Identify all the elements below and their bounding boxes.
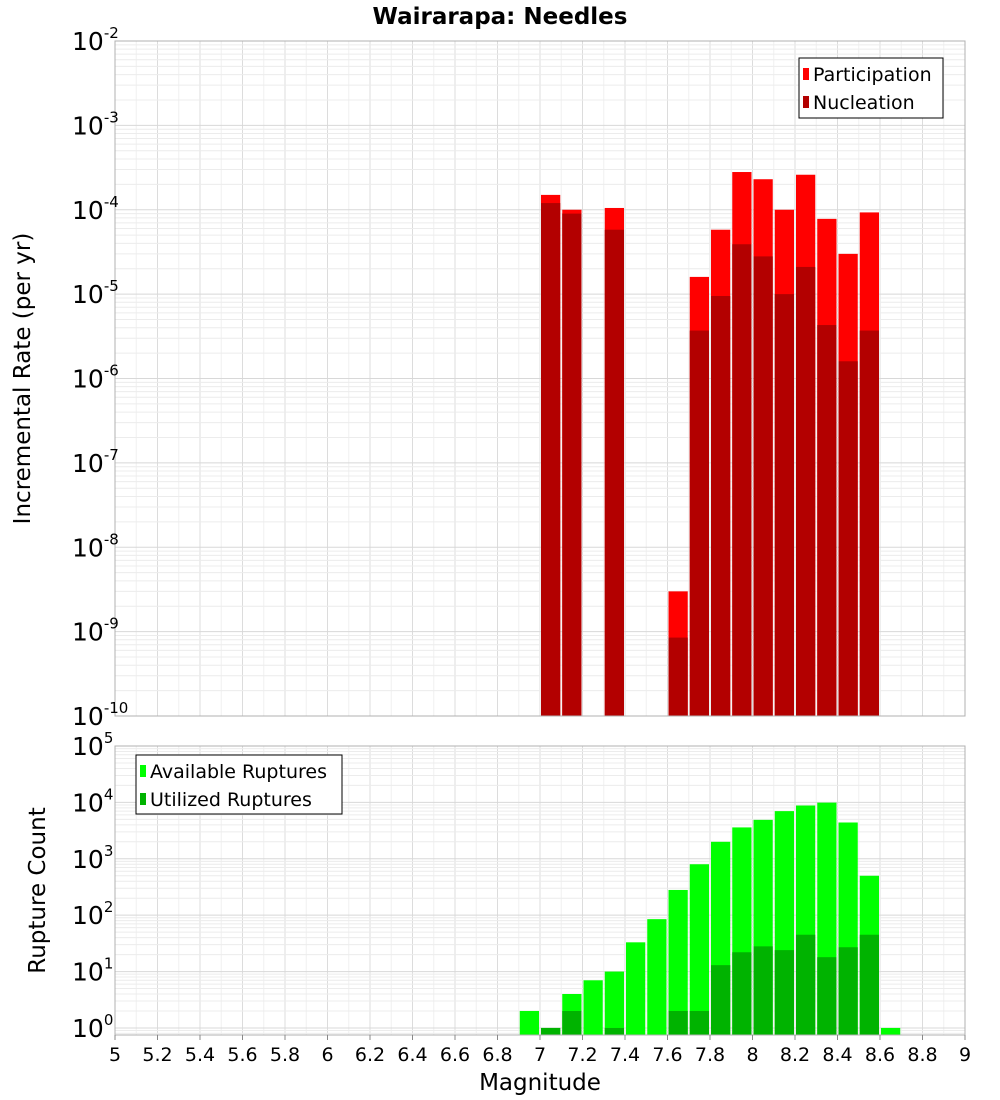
- utilized-ruptures-bar: [732, 952, 752, 1035]
- nucleation-bars: [541, 203, 879, 717]
- utilized-ruptures-bar: [562, 1010, 582, 1035]
- x-tick-label: 7.6: [652, 1044, 682, 1066]
- x-tick-label: 8.8: [907, 1044, 937, 1066]
- x-tick-label: 7.8: [695, 1044, 725, 1066]
- x-tick-label: 6.2: [355, 1044, 385, 1066]
- y-tick-label: 10-7: [72, 446, 119, 478]
- rate-plot-frame: [114, 40, 966, 717]
- rate-legend-box: [798, 57, 944, 119]
- x-tick-label: 6.6: [440, 1044, 470, 1066]
- rate-y-ticks: 10-10 10-9 10-8 10-7 10-6 10-5 10-4 10-3 10-2: [72, 24, 128, 731]
- x-axis-label: Magnitude: [479, 1070, 601, 1096]
- participation-legend-swatch: [803, 68, 809, 80]
- y-tick-label: 10-9: [72, 615, 119, 647]
- count-legend: Available Ruptures Utilized Ruptures: [135, 754, 343, 815]
- y-tick-label: 104: [72, 785, 113, 817]
- utilized-ruptures-legend-label: Utilized Ruptures: [150, 789, 312, 811]
- x-tick-label: 5.8: [270, 1044, 300, 1066]
- x-tick-label: 8.6: [865, 1044, 895, 1066]
- nucleation-bar: [711, 296, 731, 716]
- x-tick-label: 7.2: [567, 1044, 597, 1066]
- y-tick-label: 102: [72, 898, 113, 930]
- nucleation-bar: [689, 330, 709, 716]
- utilized-ruptures-bar: [859, 934, 879, 1035]
- available-ruptures-bar: [604, 971, 624, 1035]
- available-ruptures-bar: [689, 864, 709, 1035]
- available-ruptures-legend-swatch: [140, 765, 146, 777]
- count-y-ticks: 100 101 102 103 104 105: [72, 729, 113, 1043]
- y-tick-label: 10-4: [72, 193, 119, 225]
- x-tick-label: 6.8: [482, 1044, 512, 1066]
- nucleation-bar: [732, 244, 752, 717]
- nucleation-legend-label: Nucleation: [813, 92, 915, 114]
- utilized-ruptures-bar: [817, 957, 837, 1035]
- available-ruptures-bar: [626, 942, 646, 1035]
- nucleation-bar: [541, 203, 561, 716]
- y-tick-label: 100: [72, 1011, 113, 1043]
- y-tick-label: 10-2: [72, 24, 119, 56]
- y-tick-label: 10-8: [72, 530, 119, 562]
- x-tick-label: 5.6: [227, 1044, 257, 1066]
- y-tick-label: 10-3: [72, 108, 119, 140]
- utilized-ruptures-bar: [796, 934, 816, 1035]
- y-tick-label: 10-5: [72, 277, 119, 309]
- nucleation-legend-swatch: [803, 96, 809, 108]
- available-ruptures-bar: [647, 919, 667, 1035]
- rate-y-axis-label: Incremental Rate (per yr): [10, 233, 36, 525]
- available-ruptures-bar: [583, 980, 603, 1035]
- y-tick-label: 101: [72, 955, 113, 987]
- x-tick-label: 5.4: [185, 1044, 215, 1066]
- nucleation-bar: [668, 637, 688, 716]
- available-ruptures-bar: [668, 889, 688, 1035]
- utilized-ruptures-bars: [541, 934, 879, 1035]
- utilized-ruptures-bar: [668, 1010, 688, 1035]
- utilized-ruptures-bar: [774, 950, 794, 1035]
- y-tick-label: 10-10: [72, 699, 128, 731]
- nucleation-bar: [796, 266, 816, 716]
- utilized-ruptures-bar: [604, 1027, 624, 1035]
- x-tick-label: 5.2: [142, 1044, 172, 1066]
- x-tick-label: 8.2: [780, 1044, 810, 1066]
- chart-title: Wairarapa: Needles: [373, 4, 628, 30]
- count-legend-box: [135, 754, 343, 815]
- y-tick-label: 103: [72, 842, 113, 874]
- y-tick-label: 10-6: [72, 362, 119, 394]
- x-tick-label: 6: [321, 1044, 333, 1066]
- nucleation-bar: [838, 361, 858, 716]
- nucleation-bar: [753, 256, 773, 716]
- available-ruptures-bar: [881, 1027, 901, 1035]
- count-y-axis-label: Rupture Count: [25, 807, 51, 973]
- magnitude-x-ticks: 5 5.2 5.4 5.6 5.8 6 6.2 6.4 6.6 6.8 7 7.2 7.4 7.6 7.8 8…: [109, 1035, 971, 1066]
- nucleation-bar: [774, 294, 794, 716]
- x-tick-label: 8: [746, 1044, 758, 1066]
- available-ruptures-legend-label: Available Ruptures: [150, 761, 327, 783]
- nucleation-bar: [859, 330, 879, 716]
- available-ruptures-bar: [519, 1010, 539, 1035]
- x-tick-label: 5: [109, 1044, 121, 1066]
- rupture-count-panel: 100 101 102 103 104 105 5 5.2 5.4 5.6 5.8 6 6.2 6.4 6…: [25, 729, 971, 1096]
- rate-legend: Participation Nucleation: [798, 57, 944, 119]
- x-tick-label: 8.4: [822, 1044, 852, 1066]
- nucleation-bar: [562, 213, 582, 717]
- rate-panel: 10-10 10-9 10-8 10-7 10-6 10-5 10-4 10-3 10-2 In…: [10, 24, 966, 731]
- rate-grid: [114, 41, 966, 717]
- utilized-ruptures-bar: [838, 947, 858, 1035]
- utilized-ruptures-bar: [541, 1027, 561, 1035]
- utilized-ruptures-bar: [689, 1010, 709, 1035]
- utilized-ruptures-bar: [711, 965, 731, 1035]
- x-tick-label: 7.4: [610, 1044, 640, 1066]
- nucleation-bar: [604, 229, 624, 717]
- x-tick-label: 6.4: [397, 1044, 427, 1066]
- participation-legend-label: Participation: [813, 64, 932, 86]
- utilized-ruptures-legend-swatch: [140, 793, 146, 805]
- y-tick-label: 105: [72, 729, 113, 761]
- x-tick-label: 9: [959, 1044, 971, 1066]
- nucleation-bar: [817, 325, 837, 716]
- utilized-ruptures-bar: [753, 946, 773, 1035]
- x-tick-label: 7: [534, 1044, 546, 1066]
